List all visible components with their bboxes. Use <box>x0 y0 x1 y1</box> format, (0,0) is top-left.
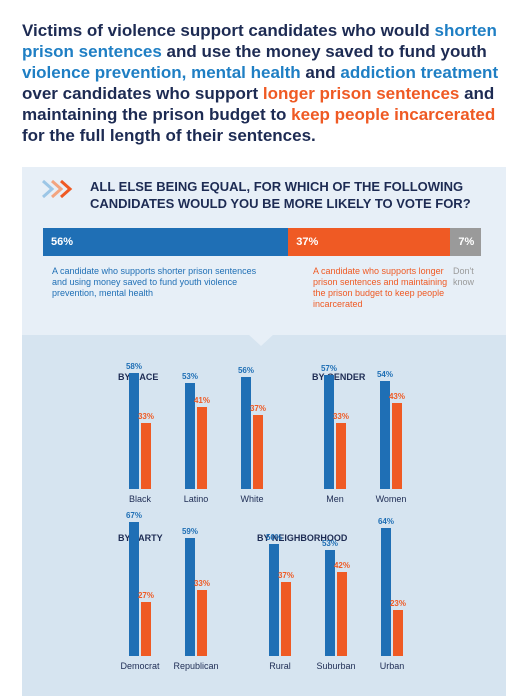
category-label: Democrat <box>120 661 160 671</box>
data-label: 41% <box>194 396 210 405</box>
bar <box>197 407 207 489</box>
category-label: White <box>240 494 263 504</box>
data-label: 58% <box>126 362 142 371</box>
data-label: 37% <box>278 571 294 580</box>
question-text: ALL ELSE BEING EQUAL, FOR WHICH OF THE F… <box>90 179 471 211</box>
data-label: 57% <box>321 364 337 373</box>
bar <box>141 602 151 656</box>
category-label: Urban <box>380 661 405 671</box>
data-label: 27% <box>138 591 154 600</box>
data-label: 33% <box>333 412 349 421</box>
bar <box>324 375 334 489</box>
bar-segment-longer: 37% <box>288 228 451 256</box>
bar <box>129 522 139 656</box>
bar <box>381 528 391 656</box>
segment-label: 37% <box>296 236 319 248</box>
headline: Victims of violence support candidates w… <box>22 21 499 145</box>
bar-segment-dont-know: 7% <box>450 228 481 256</box>
bar <box>253 415 263 489</box>
bar <box>337 572 347 656</box>
bar <box>197 590 207 656</box>
overall-stacked-bar: 56% 37% 7% <box>43 228 481 256</box>
bar <box>380 381 390 489</box>
chevron-right-icon <box>42 179 73 199</box>
data-label: 43% <box>389 392 405 401</box>
bar <box>129 373 139 489</box>
data-label: 64% <box>378 517 394 526</box>
bar-segment-shorter: 56% <box>43 228 289 256</box>
category-label: Women <box>376 494 407 504</box>
bar <box>269 544 279 656</box>
bar <box>185 538 195 656</box>
bar <box>393 610 403 656</box>
category-label: Black <box>129 494 152 504</box>
data-label: 54% <box>377 370 393 379</box>
bar <box>336 423 346 489</box>
data-label: 53% <box>182 372 198 381</box>
data-label: 56% <box>266 533 282 542</box>
option-dont-know-label: Don't know <box>453 266 475 287</box>
chart-title: BY NEIGHBORHOOD <box>257 533 348 543</box>
category-label: Republican <box>173 661 218 671</box>
breakdown-panel <box>22 335 506 696</box>
data-label: 59% <box>182 527 198 536</box>
chart-title: BY GENDER <box>312 372 366 382</box>
data-label: 53% <box>322 539 338 548</box>
bar <box>185 383 195 489</box>
bar <box>281 582 291 656</box>
data-label: 56% <box>238 366 254 375</box>
data-label: 67% <box>126 511 142 520</box>
bar <box>141 423 151 489</box>
category-label: Men <box>326 494 344 504</box>
data-label: 33% <box>138 412 154 421</box>
category-label: Rural <box>269 661 291 671</box>
option-shorter-label: A candidate who supports shorter prison … <box>52 266 257 298</box>
data-label: 33% <box>194 579 210 588</box>
data-label: 37% <box>250 404 266 413</box>
bar <box>325 550 335 656</box>
chart-title: BY PARTY <box>118 533 163 543</box>
bar <box>392 403 402 489</box>
segment-label: 56% <box>51 236 74 248</box>
category-label: Suburban <box>316 661 355 671</box>
bar <box>241 377 251 489</box>
category-label: Latino <box>184 494 209 504</box>
data-label: 23% <box>390 599 406 608</box>
option-longer-label: A candidate who supports longer prison s… <box>313 266 448 309</box>
segment-label: 7% <box>458 236 475 248</box>
data-label: 42% <box>334 561 350 570</box>
panel-pointer <box>248 334 274 346</box>
